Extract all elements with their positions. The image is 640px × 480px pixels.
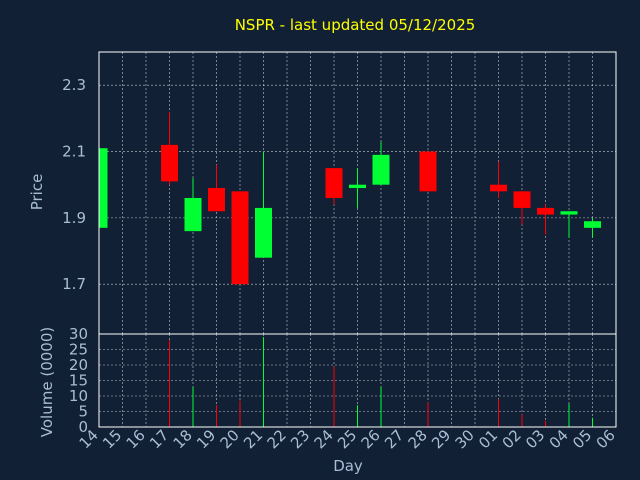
- candle-body: [513, 191, 531, 208]
- candle-body: [419, 151, 437, 192]
- volume-bars: [169, 337, 593, 427]
- candle-body: [161, 144, 178, 182]
- price-tick-label: 1.9: [62, 209, 86, 227]
- x-tick-label: 17: [146, 426, 172, 452]
- candle-body: [584, 221, 601, 228]
- candle-body: [372, 154, 390, 185]
- x-tick-label: 06: [593, 426, 619, 452]
- x-ticks: 1415161718192021222324252627282930010203…: [76, 426, 619, 452]
- candle-body: [184, 197, 202, 232]
- x-tick-label: 24: [311, 426, 337, 452]
- x-tick-label: 18: [170, 426, 196, 452]
- candle-body: [255, 207, 272, 258]
- x-tick-label: 03: [522, 426, 548, 452]
- candle-body: [208, 188, 225, 212]
- price-y-ticks: 1.7 1.9 2.1 2.3: [62, 76, 86, 293]
- volume-tick-label: 15: [69, 372, 88, 390]
- x-axis-label: Day: [333, 457, 363, 475]
- x-tick-label: 27: [381, 426, 407, 452]
- volume-tick-label: 25: [69, 341, 88, 359]
- candle-body: [231, 191, 249, 285]
- chart-title: NSPR - last updated 05/12/2025: [235, 16, 476, 34]
- price-axis-label: Price: [28, 174, 46, 211]
- x-tick-label: 21: [240, 426, 266, 452]
- x-tick-label: 25: [334, 426, 360, 452]
- price-tick-label: 1.7: [62, 275, 86, 293]
- x-tick-label: 01: [475, 426, 501, 452]
- x-tick-label: 19: [193, 426, 219, 452]
- volume-tick-label: 0: [78, 418, 88, 436]
- volume-panel-frame: [98, 333, 617, 428]
- x-tick-label: 04: [546, 426, 572, 452]
- volume-axis-label: Volume (0000): [38, 327, 56, 437]
- price-tick-label: 2.3: [62, 76, 86, 94]
- candle-body: [560, 211, 578, 215]
- candle-body: [325, 168, 343, 198]
- x-tick-label: 02: [499, 426, 525, 452]
- candle-body: [537, 207, 554, 215]
- candle-body: [490, 184, 507, 192]
- x-tick-label: 29: [428, 426, 454, 452]
- volume-tick-label: 10: [69, 387, 88, 405]
- x-tick-label: 22: [264, 426, 290, 452]
- volume-tick-label: 20: [69, 356, 88, 374]
- x-tick-label: 15: [99, 426, 125, 452]
- candle-body: [349, 184, 366, 189]
- x-tick-label: 23: [287, 426, 313, 452]
- x-tick-label: 30: [452, 426, 478, 452]
- plot-frames: [98, 51, 617, 428]
- candle-body: [99, 148, 108, 228]
- price-tick-label: 2.1: [62, 143, 86, 161]
- volume-tick-label: 30: [69, 325, 88, 343]
- x-tick-label: 16: [123, 426, 149, 452]
- volume-tick-label: 5: [78, 403, 88, 421]
- x-tick-label: 28: [405, 426, 431, 452]
- x-tick-label: 05: [569, 426, 595, 452]
- x-tick-label: 26: [358, 426, 384, 452]
- candles: [98, 111, 601, 285]
- x-tick-label: 20: [217, 426, 243, 452]
